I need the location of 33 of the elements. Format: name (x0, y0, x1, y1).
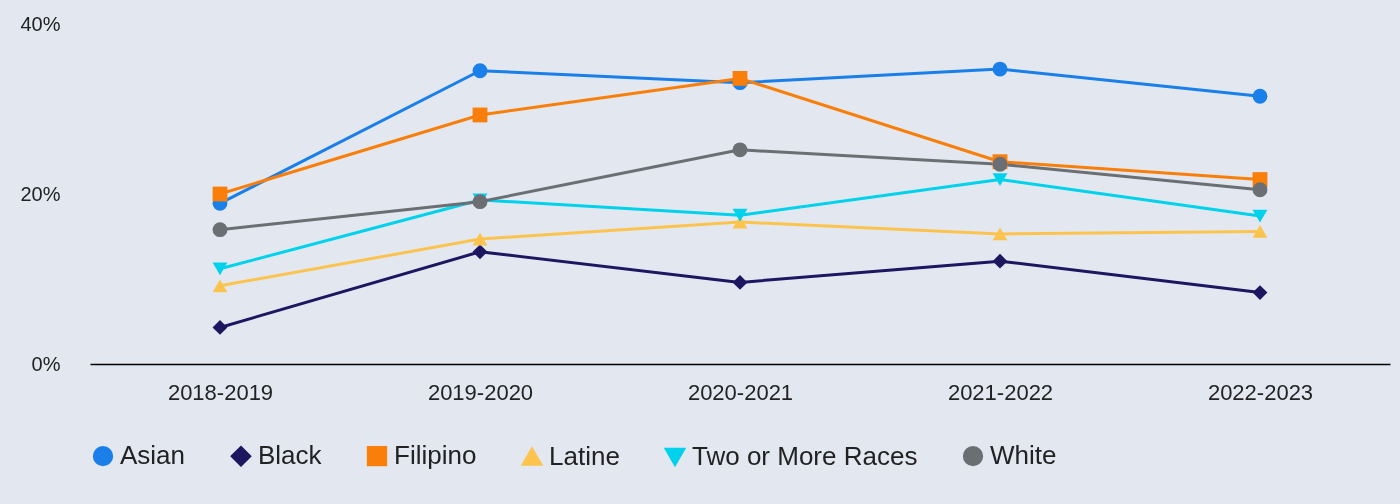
point (472, 244, 488, 260)
legend-label: Asian (120, 440, 186, 471)
legend-label: Latine (549, 440, 620, 471)
point (992, 227, 1008, 241)
point (1252, 88, 1268, 104)
y-tick-label: 20% (20, 182, 61, 205)
y-tick-label: 40% (20, 12, 61, 35)
y-tick-label: 0% (31, 352, 61, 375)
point (992, 253, 1008, 269)
x-tick-label: 2020-2021 (687, 379, 794, 405)
x-tick-label: 2021-2022 (947, 379, 1054, 405)
point (212, 279, 228, 293)
legend-label: White (990, 440, 1057, 471)
point (1252, 224, 1268, 238)
point (732, 70, 748, 86)
point (1252, 182, 1268, 198)
legend-label: Filipino (394, 440, 477, 471)
point (732, 208, 748, 222)
point (992, 61, 1008, 77)
x-tick-label: 2019-2020 (427, 379, 534, 405)
point (1252, 209, 1268, 223)
point (472, 63, 488, 79)
point (212, 262, 228, 276)
point (732, 142, 748, 158)
point (472, 232, 488, 246)
legend-label: Black (258, 440, 323, 471)
point (732, 274, 748, 290)
point (992, 173, 1008, 186)
point (1252, 285, 1268, 301)
x-tick-label: 2022-2023 (1207, 379, 1314, 405)
point (212, 222, 228, 238)
legend-label: Two or More Races (692, 440, 918, 471)
x-tick-label: 2018-2019 (167, 379, 274, 405)
